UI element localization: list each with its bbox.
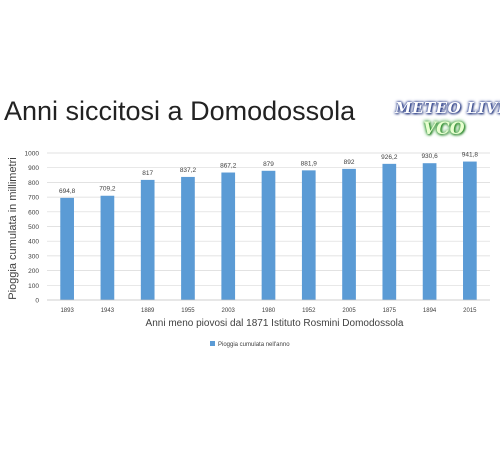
bar-1893 [60, 197, 74, 300]
legend-label: Pioggia cumulata nell'anno [218, 342, 290, 348]
y-tick-0: 0 [35, 298, 39, 305]
x-tick-1955: 1955 [181, 308, 195, 314]
data-label-1952: 881,9 [301, 160, 318, 167]
bar-1952 [301, 170, 316, 300]
y-tick-900: 900 [28, 165, 39, 172]
y-tick-400: 400 [28, 239, 39, 246]
bar-1955 [181, 176, 195, 300]
bar-1894 [422, 163, 437, 300]
x-tick-labels: 1893 1943 1889 1955 2003 1980 1952 2005 1875 1894… [60, 308, 477, 314]
y-axis-label: Pioggia cumulata in millimetri [7, 157, 19, 299]
y-tick-700: 700 [28, 195, 39, 202]
data-labels: 694,8 709,2 817 837,2 867,2 879 881,9 892 926,2 9… [59, 152, 478, 195]
x-tick-2003: 2003 [222, 308, 236, 314]
bar-1980 [261, 170, 276, 300]
x-tick-2015: 2015 [463, 308, 477, 314]
x-tick-1889: 1889 [141, 308, 155, 314]
x-axis-label: Anni meno piovosi dal 1871 Istituto Rosm… [146, 318, 404, 329]
logo-text-line2: VCO [423, 119, 465, 139]
data-label-1893: 694,8 [59, 188, 76, 195]
bar-2015 [463, 161, 477, 300]
x-tick-1894: 1894 [423, 308, 437, 314]
y-tick-200: 200 [28, 268, 39, 275]
bar-2005 [342, 168, 356, 300]
data-label-2015: 941,8 [462, 152, 479, 159]
x-tick-1980: 1980 [262, 308, 276, 314]
x-tick-1943: 1943 [101, 308, 115, 314]
data-label-1943: 709,2 [99, 186, 116, 193]
y-tick-300: 300 [28, 253, 39, 260]
data-label-1894: 930,6 [421, 153, 438, 160]
data-label-1875: 926,2 [381, 154, 398, 161]
data-label-1955: 837,2 [180, 167, 197, 174]
bars [60, 161, 477, 300]
y-tick-600: 600 [28, 209, 39, 216]
y-tick-100: 100 [28, 283, 39, 290]
y-tick-labels: 0 100 200 300 400 500 600 700 800 900 1000 [25, 151, 40, 305]
bar-1875 [382, 163, 397, 300]
x-tick-2005: 2005 [342, 308, 356, 314]
x-tick-1952: 1952 [302, 308, 316, 314]
logo-text-line1: METEO LIVE [395, 99, 500, 117]
legend-swatch [210, 341, 215, 346]
data-label-2003: 867,2 [220, 163, 237, 170]
bar-1889 [140, 179, 155, 300]
x-tick-1875: 1875 [383, 308, 397, 314]
legend: Pioggia cumulata nell'anno [210, 341, 290, 348]
data-label-1980: 879 [263, 161, 274, 168]
y-tick-1000: 1000 [25, 151, 40, 158]
data-label-2005: 892 [344, 159, 355, 166]
chart-title: Anni siccitosi a Domodossola [4, 96, 356, 126]
y-tick-800: 800 [28, 180, 39, 187]
x-tick-1893: 1893 [60, 308, 74, 314]
bar-2003 [221, 172, 236, 300]
meteo-live-logo: METEO LIVE VCO [385, 95, 500, 145]
data-label-1889: 817 [142, 170, 153, 177]
bar-1943 [100, 195, 115, 300]
y-tick-500: 500 [28, 224, 39, 231]
